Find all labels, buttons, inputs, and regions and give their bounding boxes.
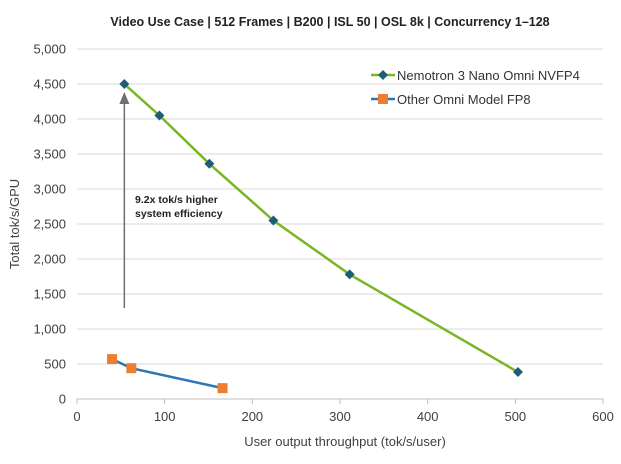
x-tick-label: 300 [329, 409, 351, 424]
y-axis-label: Total tok/s/GPU [7, 179, 22, 269]
square-marker [217, 383, 228, 394]
x-tick-label: 200 [241, 409, 263, 424]
diamond-marker [154, 110, 165, 121]
y-tick-label: 3,500 [33, 147, 66, 162]
diamond-marker [268, 215, 279, 226]
x-tick-label: 400 [417, 409, 439, 424]
diamond-marker [378, 70, 388, 80]
y-tick-label: 0 [59, 392, 66, 407]
square-marker [126, 363, 137, 374]
x-tick-label: 0 [73, 409, 80, 424]
diamond-marker [204, 158, 215, 169]
arrow-head [119, 92, 130, 104]
diamond-marker [344, 269, 355, 280]
x-tick-label: 100 [154, 409, 176, 424]
x-tick-label: 600 [592, 409, 614, 424]
y-tick-label: 2,000 [33, 252, 66, 267]
y-tick-label: 4,500 [33, 77, 66, 92]
y-tick-label: 1,500 [33, 287, 66, 302]
diamond-marker [119, 79, 130, 89]
y-tick-label: 5,000 [33, 42, 66, 57]
x-tick-label: 500 [504, 409, 526, 424]
square-marker [107, 354, 118, 365]
chart-title: Video Use Case | 512 Frames | B200 | ISL… [110, 15, 549, 29]
y-tick-label: 2,500 [33, 217, 66, 232]
y-tick-label: 4,000 [33, 112, 66, 127]
x-axis-label: User output throughput (tok/s/user) [244, 434, 446, 449]
series-line [123, 83, 519, 374]
y-tick-label: 3,000 [33, 182, 66, 197]
legend-label: Nemotron 3 Nano Omni NVFP4 [397, 68, 580, 83]
annotation-text: 9.2x tok/s higher [135, 194, 218, 206]
y-tick-label: 500 [44, 357, 66, 372]
diamond-marker [512, 367, 523, 378]
legend-label: Other Omni Model FP8 [397, 92, 531, 107]
y-tick-label: 1,000 [33, 322, 66, 337]
annotation-text: system efficiency [135, 208, 223, 220]
square-marker [378, 94, 388, 104]
